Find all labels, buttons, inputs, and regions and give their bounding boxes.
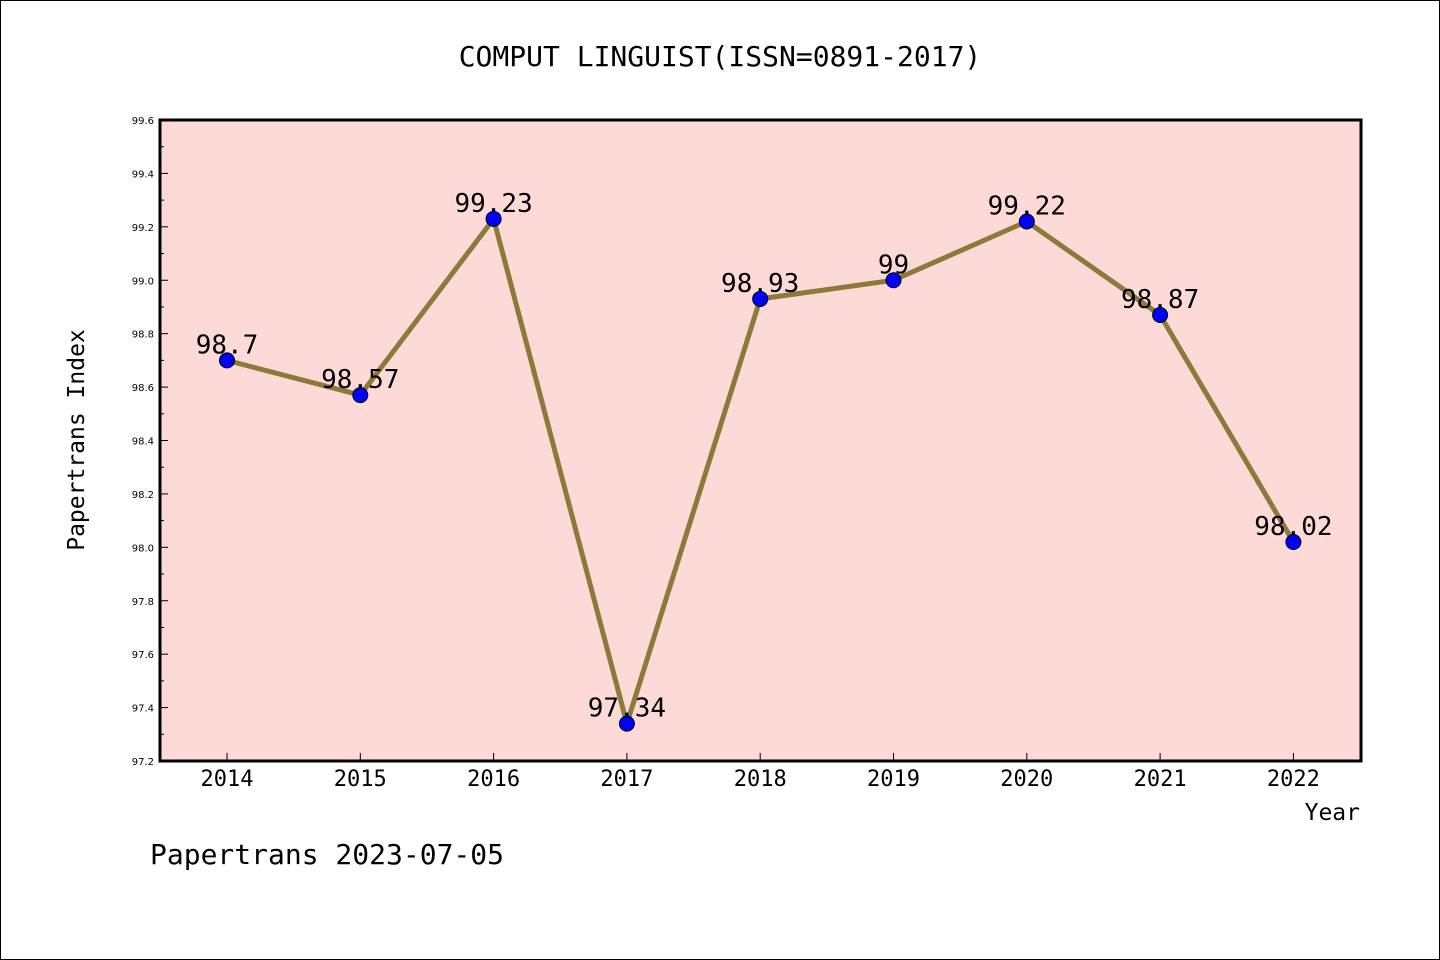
- y-tick-label: 97.4: [132, 704, 154, 715]
- x-tick-label: 2021: [1134, 767, 1187, 792]
- data-label: 99: [878, 250, 909, 280]
- x-tick-label: 2020: [1000, 767, 1053, 792]
- data-label: 98.02: [1254, 512, 1332, 542]
- y-tick-label: 97.8: [132, 597, 154, 608]
- x-tick-label: 2016: [467, 767, 520, 792]
- data-point: [485, 210, 502, 227]
- data-point: [885, 272, 902, 289]
- y-tick-label: 98.8: [132, 330, 154, 341]
- y-tick-label: 99.6: [132, 116, 154, 127]
- y-axis: 97.2 97.4 97.6 97.8 98.0 98.2 98.4 98.6 98.8 99.0…: [132, 116, 168, 768]
- x-tick-label: 2018: [734, 767, 787, 792]
- x-tick-label: 2022: [1267, 767, 1320, 792]
- data-point: [352, 387, 369, 404]
- data-point: [219, 352, 235, 369]
- y-tick-label: 99.0: [132, 276, 154, 287]
- y-tick-label: 98.6: [132, 383, 154, 394]
- y-tick-label: 99.4: [132, 169, 154, 180]
- x-tick-label: 2017: [600, 767, 653, 792]
- data-label: 98.87: [1121, 285, 1199, 315]
- y-tick-label: 98.2: [132, 490, 154, 501]
- x-tick-label: 2015: [334, 767, 387, 792]
- chart-title: COMPUT LINGUIST(ISSN=0891-2017): [459, 40, 982, 73]
- data-label: 99.23: [454, 189, 532, 219]
- x-axis: 2014 2015 2016 2017 2018 2019 2020 2021 2022: [201, 753, 1320, 792]
- y-tick-label: 98.4: [132, 437, 154, 448]
- x-tick-label: 2019: [867, 767, 920, 792]
- y-tick-label: 98.0: [132, 543, 154, 554]
- footer-watermark-text: Papertrans 2023-07-05: [150, 838, 504, 871]
- data-point: [1285, 533, 1302, 550]
- data-label: 98.57: [321, 365, 399, 395]
- data-point: [1018, 213, 1035, 230]
- y-tick-label: 99.2: [132, 223, 154, 234]
- data-point: [752, 290, 769, 307]
- y-axis-title: Papertrans Index: [64, 329, 90, 551]
- data-point: [1152, 306, 1169, 323]
- series-layer: 98.7 98.57 99.23 97.34 98.93 99 99.22 98.87 98.0…: [196, 189, 1333, 732]
- plot-area: [158, 118, 1363, 763]
- data-label: 97.34: [588, 694, 666, 724]
- y-tick-label: 97.2: [132, 757, 154, 768]
- data-point: [618, 715, 635, 732]
- y-tick-label: 97.6: [132, 650, 154, 661]
- x-axis-title: Year: [1305, 800, 1360, 826]
- data-label: 99.22: [988, 191, 1066, 221]
- data-label: 98.93: [721, 269, 799, 299]
- x-tick-label: 2014: [201, 767, 254, 792]
- data-label: 98.7: [196, 330, 259, 360]
